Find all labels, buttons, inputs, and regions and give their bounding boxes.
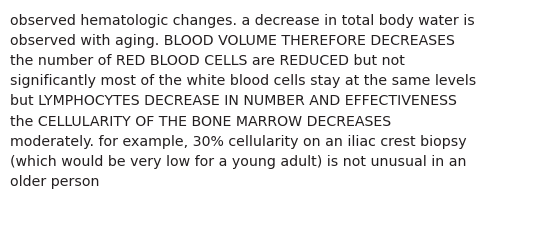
Text: significantly most of the white blood cells stay at the same levels: significantly most of the white blood ce…	[9, 74, 476, 88]
Text: older person: older person	[9, 174, 99, 188]
Text: (which would be very low for a young adult) is not unusual in an: (which would be very low for a young adu…	[9, 154, 466, 168]
Text: observed hematologic changes. a decrease in total body water is: observed hematologic changes. a decrease…	[9, 14, 474, 28]
Text: the number of RED BLOOD CELLS are REDUCED but not: the number of RED BLOOD CELLS are REDUCE…	[9, 54, 405, 68]
Text: observed with aging. BLOOD VOLUME THEREFORE DECREASES: observed with aging. BLOOD VOLUME THEREF…	[9, 34, 455, 48]
Text: moderately. for example, 30% cellularity on an iliac crest biopsy: moderately. for example, 30% cellularity…	[9, 134, 466, 148]
Text: the CELLULARITY OF THE BONE MARROW DECREASES: the CELLULARITY OF THE BONE MARROW DECRE…	[9, 114, 391, 128]
Text: but LYMPHOCYTES DECREASE IN NUMBER AND EFFECTIVENESS: but LYMPHOCYTES DECREASE IN NUMBER AND E…	[9, 94, 456, 108]
